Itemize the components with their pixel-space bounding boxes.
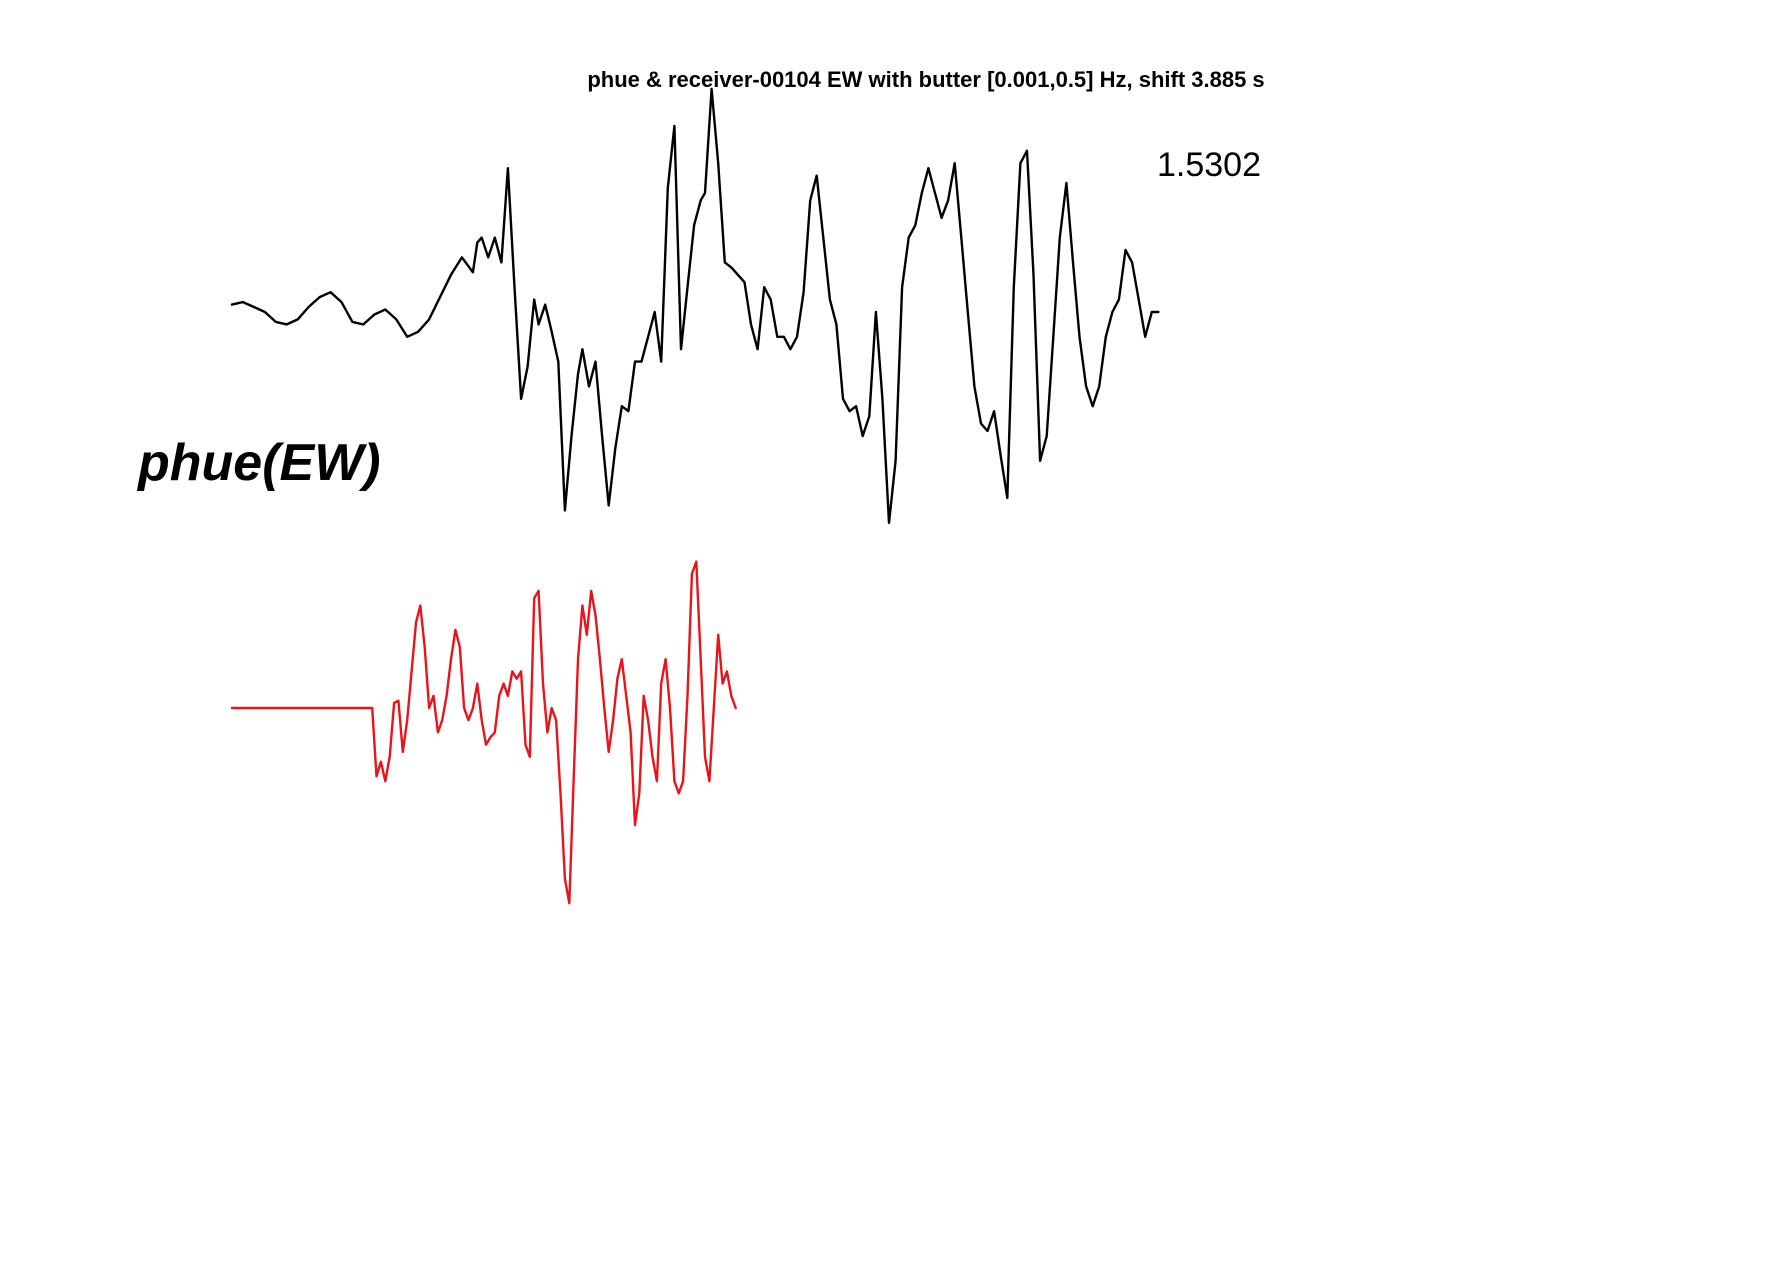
amplitude-label: 1.5302 <box>1157 146 1261 184</box>
trace-receiver-00104-ew <box>230 560 737 905</box>
station-label: phue(EW) <box>136 434 381 492</box>
trace-group <box>230 87 1160 905</box>
trace-phue-ew <box>230 87 1160 524</box>
chart-title: phue & receiver-00104 EW with butter [0.… <box>587 67 1264 92</box>
